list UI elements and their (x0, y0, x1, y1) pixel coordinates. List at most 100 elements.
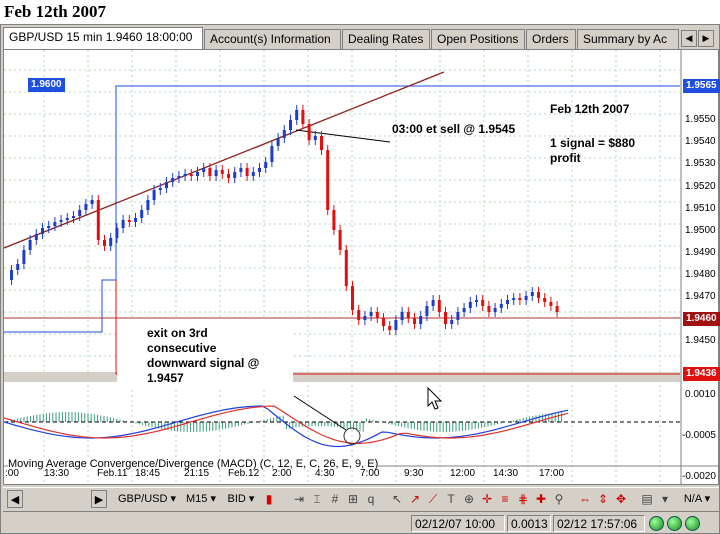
chart-area[interactable]: 1.9550 1.9540 1.9530 1.9520 1.9510 1.950… (3, 49, 720, 485)
price-axis-label: 1.9540 (685, 136, 716, 147)
status-server-time: 02/12 17:57:06 (553, 515, 645, 532)
cursor-icon[interactable]: ↖ (391, 492, 403, 506)
candle-body (338, 230, 342, 250)
tab-account-information[interactable]: Account(s) Information (204, 29, 341, 49)
candle-body (96, 200, 100, 240)
candle-body (456, 312, 460, 320)
candle-body (332, 210, 336, 230)
candle-body (530, 292, 534, 296)
annotation-result: 1 signal = $880 profit (550, 136, 636, 165)
candle-body (251, 172, 255, 176)
marker-icon[interactable]: ✛ (481, 492, 493, 506)
tab-orders[interactable]: Orders (526, 29, 576, 49)
candle-body (152, 190, 156, 200)
tab-open-positions[interactable]: Open Positions (431, 29, 525, 49)
price-chart[interactable] (4, 50, 718, 484)
time-axis-label: 21:15 (184, 468, 210, 479)
candle-body (369, 312, 373, 316)
candle-body (363, 316, 367, 320)
candle-body (301, 110, 305, 124)
tab-scroll-left-icon[interactable]: ◀ (681, 30, 697, 47)
fibonacci-icon[interactable]: ≡ (501, 492, 509, 506)
cross-tool-icon[interactable]: ✚ (535, 492, 547, 506)
candle-body (47, 226, 51, 228)
price-tag-left: 1.9600 (28, 78, 65, 92)
price-tag-top: 1.9565 (683, 79, 720, 93)
candle-body (121, 220, 125, 228)
candle-body (487, 306, 491, 312)
na-select[interactable]: N/A ▾ (683, 493, 711, 505)
candle-body (313, 136, 317, 140)
candle-body (140, 210, 144, 218)
zoom-icon[interactable]: ⊕ (463, 492, 475, 506)
candle-body (177, 176, 181, 178)
candle-body (183, 174, 187, 176)
lower-level-line (115, 280, 680, 375)
bar-icon[interactable]: ⌶ (313, 492, 321, 506)
time-axis-label: 7:00 (360, 468, 380, 479)
candle-body (543, 298, 547, 302)
candle-body (344, 250, 348, 286)
candle-body (468, 302, 472, 308)
zoom-out-icon[interactable]: ⇕ (597, 492, 609, 506)
symbol-select[interactable]: GBP/USD ▾ (117, 493, 177, 505)
zoom-in-icon[interactable]: ⇔ (579, 492, 591, 506)
candle-body (295, 110, 299, 120)
candle-body (189, 174, 193, 176)
more-icon[interactable]: ▾ (661, 492, 669, 506)
price-axis-label: 1.9500 (685, 225, 716, 236)
candle-body (462, 308, 466, 312)
chart-type-icon[interactable]: ▮ (265, 492, 273, 506)
time-axis-label: Feb.11 (97, 468, 128, 479)
candle-body (406, 312, 410, 318)
candle-body (375, 312, 379, 318)
trend-line (4, 71, 445, 249)
trading-status-icon (685, 516, 700, 531)
grid-icon[interactable]: # (331, 492, 339, 506)
time-axis-label: 9:30 (404, 468, 424, 479)
time-axis-label: 17:00 (539, 468, 565, 479)
time-axis-label: 18:45 (135, 468, 161, 479)
tab-scroll-right-icon[interactable]: ▶ (698, 30, 714, 47)
candle-body (227, 174, 230, 178)
trendline-icon[interactable]: ⟋ (428, 492, 438, 506)
scroll-end-icon[interactable]: ⇥ (293, 492, 305, 506)
status-bar: 02/12/07 10:00 0.0013 02/12 17:57:06 (3, 511, 719, 533)
candle-body (258, 168, 261, 172)
candle-body (165, 182, 168, 188)
text-icon[interactable]: T (447, 492, 455, 506)
arrow-tool-icon[interactable]: ↗ (409, 492, 421, 506)
candle-body (233, 172, 237, 178)
candle-body (437, 300, 441, 312)
scroll-right-button[interactable]: ▶ (91, 490, 107, 508)
channel-icon[interactable]: ⋕ (517, 492, 529, 506)
candle-body (158, 188, 162, 190)
pointer-icon[interactable]: ⚲ (554, 492, 564, 506)
candle-body (134, 218, 137, 222)
tab-summary[interactable]: Summary by Ac (577, 29, 679, 49)
candle-body (72, 216, 75, 218)
annotation-entry: 03:00 et sell @ 1.9545 (392, 122, 516, 136)
panel-separator (4, 372, 680, 382)
crosshair-icon[interactable]: ⊞ (347, 492, 359, 506)
time-axis-label: :00 (5, 468, 19, 479)
price-axis-label: 1.9450 (685, 335, 716, 346)
properties-icon[interactable]: ▤ (641, 492, 653, 506)
macd-axis-label: -0.0005 (682, 430, 716, 441)
candle-body (518, 298, 522, 300)
candle-body (307, 124, 311, 140)
query-icon[interactable]: q (367, 492, 375, 506)
candle-body (282, 130, 286, 138)
candle-body (171, 178, 175, 182)
tab-chart-gbpusd[interactable]: GBP/USD 15 min 1.9460 18:00:00 (3, 27, 203, 49)
move-icon[interactable]: ✥ (615, 492, 627, 506)
candle-body (16, 264, 20, 270)
scroll-left-button[interactable]: ◀ (7, 490, 23, 508)
period-select[interactable]: M15 ▾ (186, 493, 216, 505)
candle-body (28, 240, 32, 250)
candle-body (214, 170, 218, 176)
candle-body (53, 222, 57, 226)
candle-body (276, 138, 280, 146)
price-side-select[interactable]: BID ▾ (227, 493, 255, 505)
tab-dealing-rates[interactable]: Dealing Rates (342, 29, 430, 49)
